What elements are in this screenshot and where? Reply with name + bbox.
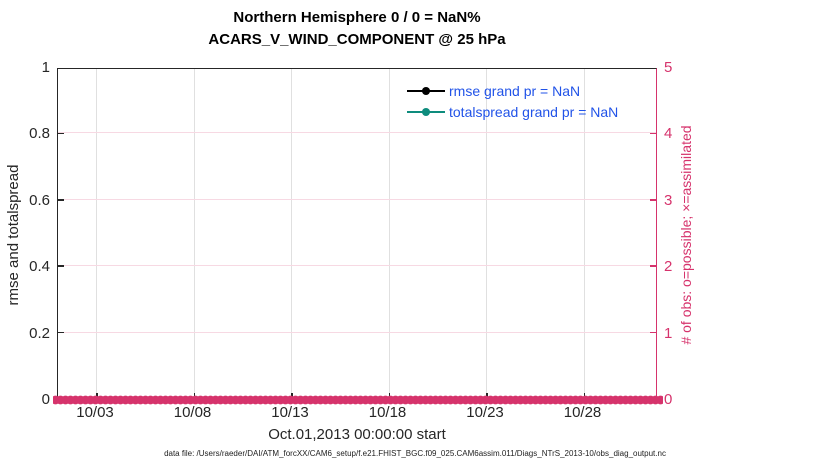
right-axis-tick-label: 3	[664, 191, 673, 209]
obs-count-zero-marker-band	[53, 393, 663, 406]
plot-area: rmse grand pr = NaN totalspread grand pr …	[53, 68, 663, 406]
right-axis-tick-mark	[650, 265, 656, 267]
left-axis-ticks: 0 0.2 0.4 0.6 0.8 1	[0, 59, 50, 408]
legend-label: rmse grand pr = NaN	[449, 82, 581, 99]
left-axis-tick-mark	[58, 265, 64, 267]
vertical-gridline	[193, 69, 195, 399]
legend-marker-dot	[422, 86, 430, 95]
x-axis-label: Oct.01,2013 00:00:00 start	[268, 426, 446, 443]
right-axis-tick-label: 4	[664, 125, 673, 143]
chart-title: Northern Hemisphere 0 / 0 = NaN%	[233, 9, 481, 26]
data-file-path: data file: /Users/raeder/DAI/ATM_forcXX/…	[164, 449, 666, 458]
horizontal-gridline	[58, 198, 656, 200]
right-axis-tick-label: 1	[664, 324, 673, 342]
vertical-gridline	[583, 69, 585, 399]
legend: rmse grand pr = NaN totalspread grand pr …	[407, 80, 618, 122]
legend-item: rmse grand pr = NaN	[407, 80, 618, 101]
x-axis-tick-label: 10/23	[466, 404, 504, 421]
x-axis-tick-label: 10/13	[271, 404, 309, 421]
right-axis-tick-label: 0	[664, 391, 673, 408]
x-axis-tick-label: 10/08	[173, 404, 212, 421]
legend-label: totalspread grand pr = NaN	[449, 103, 619, 120]
x-axis-tick-label: 10/28	[563, 404, 602, 421]
left-axis-tick-label: 0.6	[29, 191, 50, 209]
right-axis-tick-mark	[650, 331, 656, 334]
left-axis-tick-mark	[58, 132, 64, 135]
right-axis-tick-mark	[650, 132, 656, 135]
vertical-gridline	[96, 69, 97, 399]
left-axis-tick-mark	[58, 331, 64, 334]
legend-item: totalspread grand pr = NaN	[407, 101, 618, 122]
chart-subtitle: ACARS_V_WIND_COMPONENT @ 25 hPa	[208, 31, 506, 48]
left-axis-tick-label: 0	[41, 391, 50, 408]
right-axis-ticks: 0 1 2 3 4 5	[664, 59, 704, 408]
right-axis-tick-label: 5	[664, 59, 673, 76]
vertical-gridline	[486, 69, 487, 399]
horizontal-gridline	[58, 265, 656, 267]
right-axis-tick-label: 2	[664, 258, 673, 276]
left-axis-tick-label: 1	[41, 59, 50, 76]
x-axis-ticks: 10/03 10/08 10/13 10/18 10/23 10/28	[57, 404, 657, 422]
horizontal-gridline	[58, 132, 656, 134]
horizontal-gridline	[58, 331, 656, 333]
left-axis-tick-label: 0.4	[29, 258, 50, 276]
right-axis-tick-mark	[650, 199, 656, 201]
left-axis-tick-label: 0.8	[29, 125, 50, 143]
vertical-gridline	[291, 69, 292, 399]
legend-line	[407, 86, 445, 95]
x-axis-tick-label: 10/03	[76, 404, 114, 421]
left-axis-tick-label: 0.2	[29, 324, 50, 342]
x-axis-tick-label: 10/18	[368, 404, 407, 421]
left-axis-tick-mark	[58, 199, 64, 201]
legend-line	[407, 107, 445, 116]
legend-marker-dot	[422, 107, 430, 116]
vertical-gridline	[388, 69, 390, 399]
